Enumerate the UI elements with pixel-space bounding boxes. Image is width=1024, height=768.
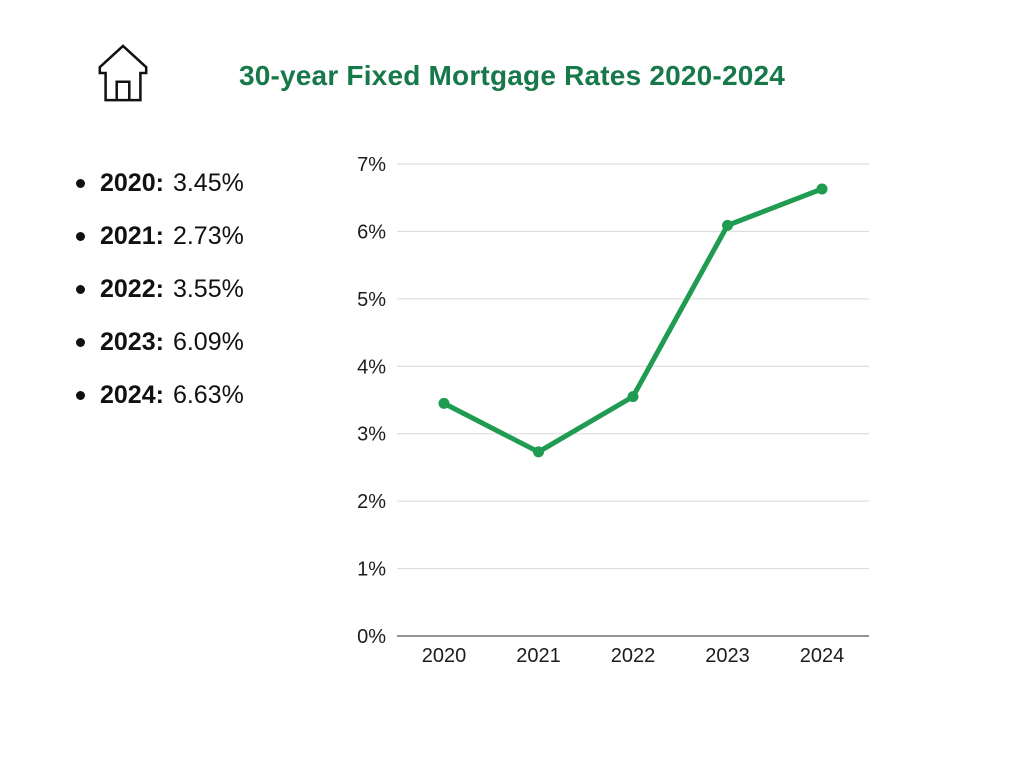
rate-year-label: 2024: bbox=[100, 380, 164, 409]
y-axis-tick-label: 2% bbox=[357, 491, 386, 513]
bullet-icon bbox=[76, 284, 85, 294]
x-axis-tick-label: 2020 bbox=[422, 645, 467, 667]
x-axis-tick-label: 2021 bbox=[516, 645, 561, 667]
y-axis-tick-label: 0% bbox=[357, 626, 386, 648]
rates-bullet-list: 2020: 3.45% 2021: 2.73% 2022: 3.55% 2023… bbox=[76, 169, 356, 434]
y-axis-tick-label: 3% bbox=[357, 424, 386, 446]
bullet-icon bbox=[76, 390, 85, 400]
data-line bbox=[441, 186, 825, 455]
data-point bbox=[438, 397, 450, 409]
list-item: 2023: 6.09% bbox=[76, 328, 356, 356]
bullet-icon bbox=[76, 337, 85, 347]
y-axis-tick-label: 5% bbox=[357, 289, 386, 311]
mortgage-rates-line-chart: 0% 1% 2% 3% 4% 5% 6% 7% 2020 2021 2022 2023 2024 bbox=[357, 154, 869, 667]
x-axis-tick-label: 2024 bbox=[800, 645, 845, 667]
y-axis-tick-label: 6% bbox=[357, 221, 386, 243]
rate-value: 6.63% bbox=[172, 380, 244, 409]
data-point bbox=[533, 446, 544, 458]
home-icon-svg bbox=[98, 44, 148, 102]
rate-year-label: 2020: bbox=[100, 168, 164, 197]
y-axis-tick-label: 4% bbox=[357, 356, 386, 378]
header: 30-year Fixed Mortgage Rates 2020-2024 bbox=[0, 60, 1024, 92]
chart-area: 0% 1% 2% 3% 4% 5% 6% 7% 2020 2021 2022 2023 2024 bbox=[340, 140, 885, 685]
list-item: 2021: 2.73% bbox=[76, 222, 356, 250]
rate-value: 3.45% bbox=[172, 168, 244, 197]
x-axis-tick-label: 2023 bbox=[705, 645, 750, 667]
data-point bbox=[722, 219, 733, 231]
rate-value: 6.09% bbox=[172, 327, 244, 356]
bullet-icon bbox=[76, 178, 85, 188]
list-item: 2024: 6.63% bbox=[76, 381, 356, 409]
rate-value: 2.73% bbox=[172, 221, 244, 250]
bullet-icon bbox=[76, 231, 85, 241]
y-axis-tick-label: 1% bbox=[357, 559, 386, 581]
rate-year-label: 2022: bbox=[100, 274, 164, 303]
rate-year-label: 2023: bbox=[100, 327, 164, 356]
data-point bbox=[816, 183, 828, 195]
home-icon bbox=[94, 42, 152, 106]
data-point bbox=[627, 391, 639, 403]
rate-year-label: 2021: bbox=[100, 221, 164, 250]
list-item: 2022: 3.55% bbox=[76, 275, 356, 303]
rate-value: 3.55% bbox=[172, 274, 244, 303]
y-axis-tick-label: 7% bbox=[357, 154, 386, 176]
list-item: 2020: 3.45% bbox=[76, 169, 356, 197]
x-axis-tick-label: 2022 bbox=[611, 645, 656, 667]
home-icon-outline bbox=[98, 44, 148, 102]
home-icon-door bbox=[115, 80, 131, 101]
page-title: 30-year Fixed Mortgage Rates 2020-2024 bbox=[238, 60, 786, 91]
